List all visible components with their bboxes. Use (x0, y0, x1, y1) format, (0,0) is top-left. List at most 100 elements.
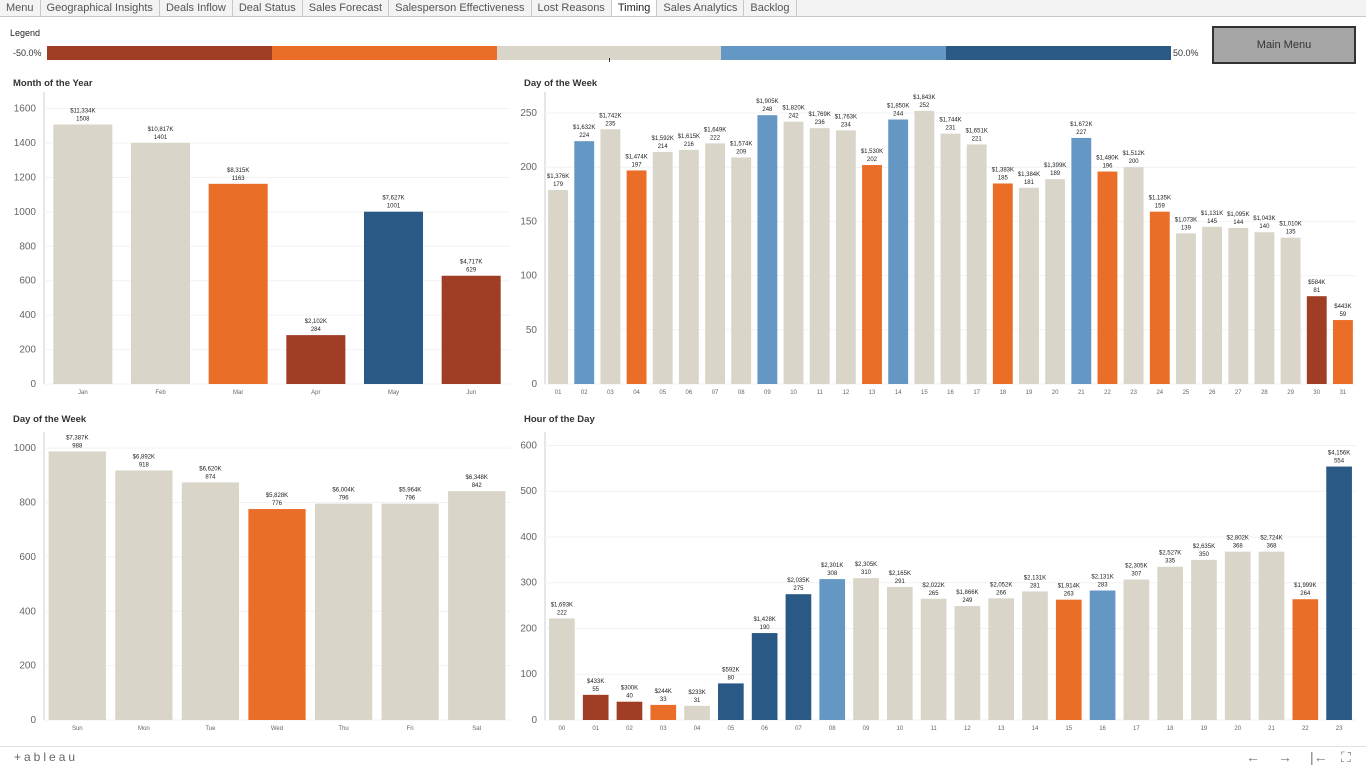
hour-bar (1224, 551, 1251, 720)
hour-amount-label: $2,724K (1260, 536, 1282, 542)
month-y-tick-label: 1000 (14, 207, 37, 218)
hour-bar (1191, 559, 1217, 720)
month-value-label: 1163 (232, 176, 246, 182)
tab-menu[interactable]: Menu (0, 0, 41, 16)
hour-bar (650, 704, 677, 720)
hour-value-label: 263 (1064, 592, 1075, 598)
dom-bar (809, 128, 830, 384)
dom-bar (626, 170, 647, 384)
fullscreen-icon[interactable]: ⛶ (1341, 749, 1351, 765)
dom-value-label: 252 (919, 103, 930, 109)
dom-value-label: 224 (579, 133, 590, 139)
month-bar (208, 183, 268, 384)
hour-y-tick-label: 500 (520, 486, 537, 497)
hour-x-tick-label: 07 (795, 726, 802, 732)
hour-bar (1157, 566, 1183, 720)
hour-amount-label: $2,301K (821, 563, 843, 569)
dom-bar (966, 144, 987, 384)
charts-canvas: 020040060080010001200140016001508$11,334… (14, 92, 1356, 732)
dom-bar (574, 141, 595, 384)
tab-geographical-insights[interactable]: Geographical Insights (41, 0, 160, 16)
dow-amount-label: $5,964K (399, 488, 421, 494)
tab-deal-status[interactable]: Deal Status (233, 0, 303, 16)
month-amount-label: $8,315K (227, 168, 249, 174)
dom-value-label: 200 (1129, 159, 1140, 165)
dom-bar (1097, 171, 1118, 384)
hour-bar (1089, 590, 1116, 720)
hour-value-label: 265 (929, 591, 940, 597)
hour-value-label: 291 (895, 579, 906, 585)
dow-value-label: 796 (405, 496, 416, 502)
hour-bar (684, 705, 710, 720)
month-amount-label: $4,717K (460, 260, 482, 266)
legend-swatch-3 (496, 46, 722, 60)
dom-y-tick-label: 150 (520, 216, 537, 227)
dom-amount-label: $1,672K (1070, 122, 1092, 128)
redo-icon[interactable]: → (1278, 749, 1292, 765)
dom-bar (1149, 211, 1170, 384)
dow-bar (115, 470, 173, 720)
dom-amount-label: $1,592K (652, 136, 674, 142)
hour-x-tick-label: 22 (1302, 726, 1309, 732)
tab-salesperson-effectiveness[interactable]: Salesperson Effectiveness (389, 0, 532, 16)
hour-value-label: 308 (827, 571, 838, 577)
tab-sales-analytics[interactable]: Sales Analytics (657, 0, 745, 16)
tab-timing[interactable]: Timing (611, 0, 658, 16)
dom-amount-label: $1,399K (1044, 163, 1066, 169)
hour-bar (920, 598, 947, 720)
hour-value-label: 222 (557, 610, 568, 616)
month-value-label: 1508 (76, 116, 90, 122)
dom-value-label: 196 (1102, 164, 1113, 170)
hour-amount-label: $2,165K (889, 571, 911, 577)
dom-amount-label: $1,632K (573, 125, 595, 131)
hour-amount-label: $2,305K (855, 562, 877, 568)
dom-amount-label: $1,651K (965, 128, 987, 134)
undo-icon[interactable]: ← (1246, 749, 1260, 765)
hour-bar (1123, 579, 1150, 720)
dom-value-label: 197 (632, 162, 643, 168)
weekday-chart-title: Day of the Week (13, 414, 87, 425)
hour-x-tick-label: 00 (559, 726, 566, 732)
main-menu-button[interactable]: Main Menu (1212, 26, 1356, 64)
dom-amount-label: $1,769K (809, 112, 831, 118)
hour-amount-label: $1,693K (551, 602, 573, 608)
dom-x-tick-label: 08 (738, 390, 745, 396)
hour-amount-label: $2,635K (1193, 544, 1215, 550)
hour-bar (549, 618, 575, 720)
tab-backlog[interactable]: Backlog (744, 0, 797, 16)
hour-bar (582, 694, 609, 720)
dom-bar (992, 183, 1013, 384)
dom-bar (1123, 167, 1144, 384)
dom-x-tick-label: 05 (659, 390, 666, 396)
dom-value-label: 235 (605, 121, 616, 127)
legend-swatch-2 (271, 46, 497, 60)
month-y-tick-label: 800 (19, 241, 36, 252)
dom-value-label: 144 (1233, 220, 1244, 226)
dom-amount-label: $1,095K (1227, 212, 1249, 218)
dom-amount-label: $1,850K (887, 104, 909, 110)
dom-x-tick-label: 25 (1183, 390, 1190, 396)
tab-lost-reasons[interactable]: Lost Reasons (532, 0, 612, 16)
dow-y-tick-label: 0 (30, 715, 36, 726)
tab-sales-forecast[interactable]: Sales Forecast (303, 0, 390, 16)
dow-amount-label: $7,387K (66, 435, 88, 441)
dom-amount-label: $1,574K (730, 141, 752, 147)
dom-amount-label: $1,763K (835, 114, 857, 120)
dom-amount-label: $1,383K (992, 167, 1014, 173)
hour-amount-label: $2,131K (1091, 575, 1113, 581)
hour-value-label: 40 (626, 694, 633, 700)
month-y-tick-label: 400 (19, 310, 36, 321)
dom-bar (1254, 232, 1275, 384)
hour-value-label: 368 (1233, 544, 1244, 550)
dom-bar (1306, 296, 1327, 384)
dow-value-label: 776 (272, 501, 283, 507)
dom-value-label: 242 (789, 114, 800, 120)
hour-x-tick-label: 01 (592, 726, 599, 732)
revert-icon[interactable]: |← (1310, 749, 1328, 765)
month-value-label: 629 (466, 268, 477, 274)
dom-x-tick-label: 15 (921, 390, 928, 396)
dom-value-label: 159 (1155, 204, 1166, 210)
hour-x-tick-label: 16 (1099, 726, 1106, 732)
tab-deals-inflow[interactable]: Deals Inflow (160, 0, 233, 16)
month-y-tick-label: 1400 (14, 138, 37, 149)
